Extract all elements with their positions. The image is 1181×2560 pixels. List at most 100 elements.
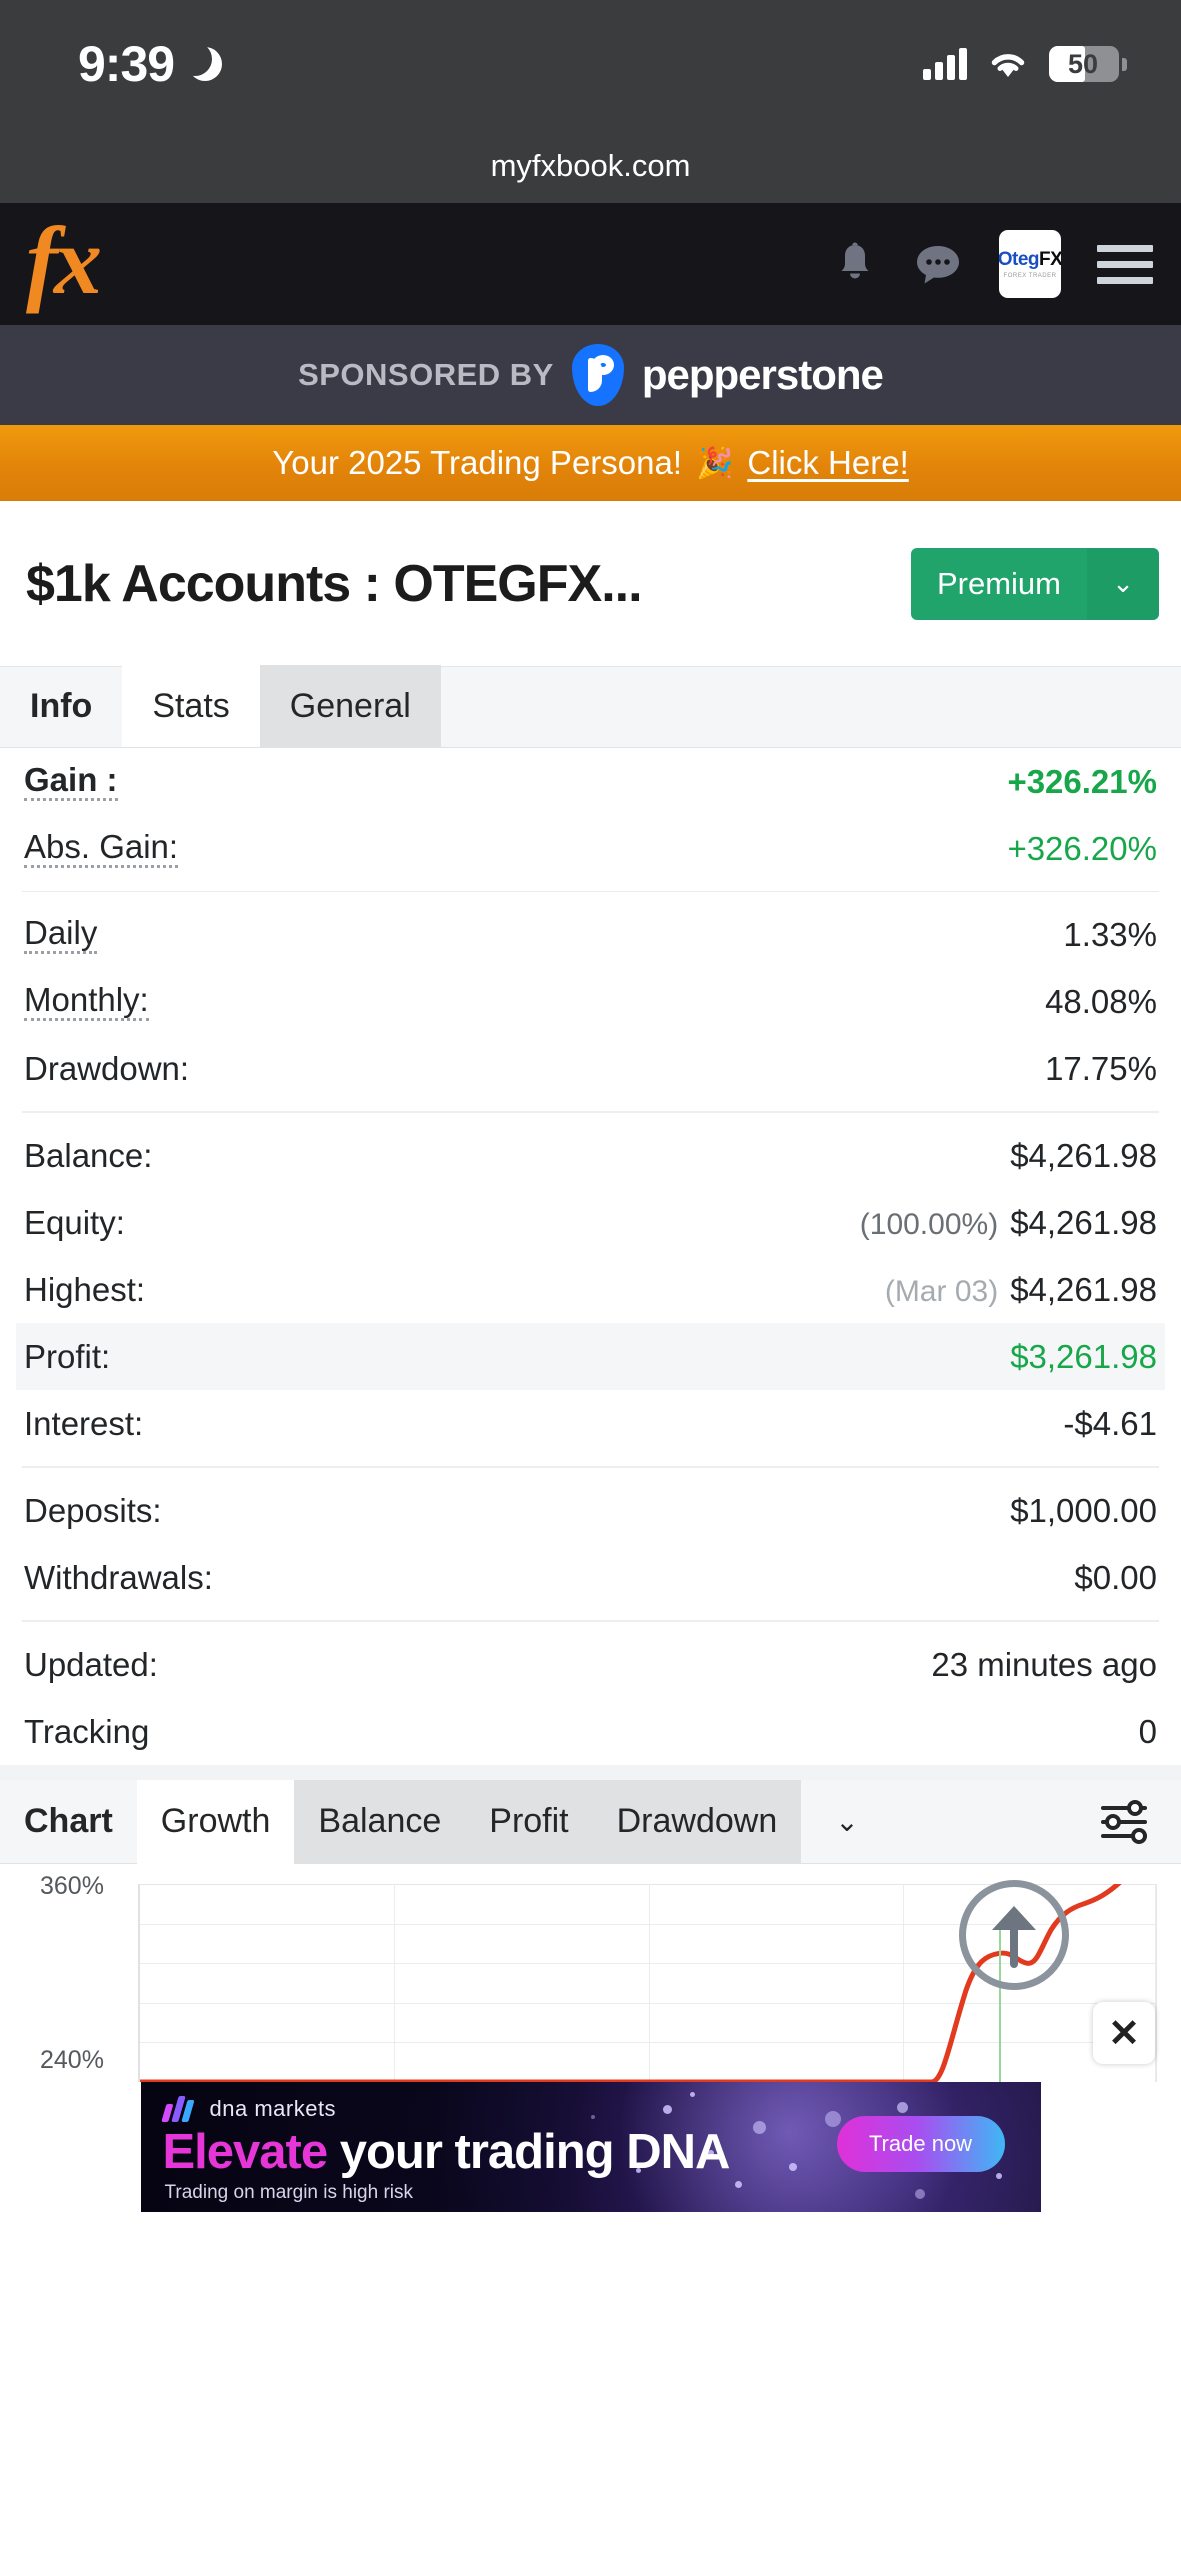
stat-row: Monthly: 48.08%	[16, 968, 1165, 1035]
chart-ytick-bottom: 240%	[40, 2046, 104, 2074]
hamburger-menu-icon[interactable]	[1097, 244, 1153, 284]
dna-markets-logo-icon	[160, 2096, 202, 2122]
ad-headline: Elevate your trading DNA	[163, 2124, 731, 2180]
cellular-signal-icon	[923, 48, 967, 80]
close-icon[interactable]: ✕	[1093, 2002, 1155, 2064]
chart-gridlines	[140, 1884, 1157, 2082]
bottom-ad-container: dna markets Elevate your trading DNA Tra…	[0, 2082, 1181, 2237]
stat-value-equity: $4,261.98	[1010, 1203, 1157, 1241]
sponsor-bar[interactable]: SPONSORED BY pepperstone	[0, 325, 1181, 425]
stat-value-drawdown: 17.75%	[1045, 1049, 1157, 1087]
stat-row: Abs. Gain: +326.20%	[16, 815, 1165, 882]
ad-risk-disclaimer: Trading on margin is high risk	[164, 2182, 414, 2203]
page-title: $1k Accounts : OTEGFX...	[26, 554, 642, 613]
stat-row: Daily 1.33%	[16, 901, 1165, 968]
stat-value-equity-group: (100.00%) $4,261.98	[860, 1204, 1157, 1242]
chart-plot-area: ✕	[138, 1880, 1157, 2082]
stat-label-deposits: Deposits:	[24, 1491, 162, 1529]
stat-row: Gain : +326.21%	[16, 748, 1165, 815]
chart-tab-growth[interactable]: Growth	[136, 1779, 295, 1864]
stat-label-gain[interactable]: Gain :	[24, 763, 118, 801]
chart-ytick-top: 360%	[40, 1872, 104, 1900]
crescent-moon-icon	[178, 42, 223, 81]
avatar-subtitle: FOREX TRADER	[1003, 272, 1057, 279]
stat-label-drawdown: Drawdown:	[24, 1049, 190, 1087]
stat-label-updated: Updated:	[24, 1645, 158, 1683]
stat-label-tracking: Tracking	[24, 1712, 150, 1750]
stat-value-profit: $3,261.98	[1010, 1337, 1157, 1375]
ad-logo-row: dna markets	[160, 2096, 337, 2122]
myfxbook-fx-logo[interactable]: fx	[26, 207, 102, 314]
promo-click-here-link[interactable]: Click Here!	[747, 444, 909, 481]
stat-value-abs-gain: +326.20%	[1007, 829, 1157, 867]
growth-chart[interactable]: 360% 240% ✕	[0, 1864, 1181, 2082]
stat-row: Drawdown: 17.75%	[16, 1035, 1165, 1102]
stat-row: Deposits: $1,000.00	[16, 1477, 1165, 1544]
premium-button[interactable]: Premium	[910, 547, 1087, 620]
stat-label-profit: Profit:	[24, 1337, 111, 1375]
stat-row: Equity: (100.00%) $4,261.98	[16, 1189, 1165, 1256]
ad-trade-now-button[interactable]: Trade now	[836, 2116, 1005, 2172]
stat-value-daily: 1.33%	[1063, 915, 1157, 953]
chevron-down-icon[interactable]: ⌄	[1087, 547, 1159, 620]
pepperstone-logo-icon	[571, 344, 624, 406]
stat-label-abs-gain[interactable]: Abs. Gain:	[24, 830, 179, 868]
stat-equity-percent: (100.00%)	[859, 1207, 999, 1241]
stat-value-balance: $4,261.98	[1010, 1136, 1157, 1174]
stat-row: Interest: -$4.61	[16, 1390, 1165, 1457]
status-bar-left: 9:39	[78, 35, 223, 93]
chart-tab-strip: Chart Growth Balance Profit Drawdown ⌄	[0, 1779, 1181, 1864]
chart-tab-profit[interactable]: Profit	[465, 1779, 593, 1864]
party-popper-icon: 🎉	[696, 446, 734, 480]
chart-settings-sliders-icon[interactable]	[1095, 1793, 1181, 1851]
stat-label-daily[interactable]: Daily	[24, 916, 98, 954]
divider	[22, 891, 1159, 892]
stat-label-withdrawals: Withdrawals:	[24, 1558, 213, 1596]
messages-chat-icon[interactable]	[913, 240, 963, 288]
browser-url-bar[interactable]: myfxbook.com	[0, 128, 1181, 203]
up-arrow-annotation-icon	[958, 1880, 1069, 1990]
header-actions: OtegFX FOREX TRADER	[833, 230, 1153, 298]
tab-general[interactable]: General	[259, 665, 441, 747]
chart-tabs-chevron-down-icon[interactable]: ⌄	[835, 1806, 859, 1837]
battery-indicator: 50	[1049, 46, 1127, 82]
stat-value-interest: -$4.61	[1063, 1404, 1157, 1442]
tab-stats[interactable]: Stats	[122, 665, 260, 747]
stat-row: Updated: 23 minutes ago	[16, 1631, 1165, 1698]
divider	[22, 1620, 1159, 1622]
stat-row: Tracking 0	[16, 1698, 1165, 1765]
avatar-initials-bottom: FX	[1039, 248, 1061, 270]
sponsored-by-label: SPONSORED BY	[298, 357, 554, 392]
avatar-initials-top: Oteg	[999, 248, 1040, 270]
avatar[interactable]: OtegFX FOREX TRADER	[999, 230, 1061, 298]
chart-tab-balance[interactable]: Balance	[294, 1779, 466, 1864]
stat-highest-date: (Mar 03)	[884, 1274, 999, 1308]
avatar-initials: OtegFX	[999, 250, 1061, 269]
notifications-bell-icon[interactable]	[833, 240, 877, 288]
stat-row: Balance: $4,261.98	[16, 1122, 1165, 1189]
stat-label-balance: Balance:	[24, 1136, 153, 1174]
ad-headline-rest: your trading DNA	[327, 2125, 731, 2179]
stat-label-highest: Highest:	[24, 1270, 146, 1308]
battery-percent-label: 50	[1067, 48, 1099, 79]
ad-brand-name: dna markets	[209, 2096, 337, 2121]
section-separator	[0, 1765, 1181, 1780]
chart-tab-drawdown[interactable]: Drawdown	[592, 1779, 802, 1864]
chart-vertical-marker	[999, 1924, 1002, 2082]
stat-value-withdrawals: $0.00	[1074, 1558, 1157, 1596]
ios-status-bar: 9:39 50	[0, 0, 1181, 128]
status-bar-clock: 9:39	[78, 36, 175, 92]
premium-button-group[interactable]: Premium ⌄	[910, 547, 1159, 620]
stat-value-tracking: 0	[1138, 1712, 1157, 1750]
stat-value-highest-group: (Mar 03) $4,261.98	[885, 1271, 1157, 1309]
dna-markets-ad[interactable]: dna markets Elevate your trading DNA Tra…	[140, 2082, 1041, 2212]
site-header: fx OtegFX FOREX TRADER	[0, 203, 1181, 325]
stat-label-monthly[interactable]: Monthly:	[24, 983, 149, 1021]
chart-tab-chart[interactable]: Chart	[24, 1802, 113, 1840]
tab-info[interactable]: Info	[30, 686, 93, 725]
promo-banner[interactable]: Your 2025 Trading Persona! 🎉 Click Here!	[0, 425, 1181, 501]
stat-value-gain: +326.21%	[1007, 762, 1157, 800]
page-title-row: $1k Accounts : OTEGFX... Premium ⌄	[0, 501, 1181, 666]
stat-value-highest: $4,261.98	[1010, 1270, 1157, 1308]
divider	[22, 1111, 1159, 1113]
